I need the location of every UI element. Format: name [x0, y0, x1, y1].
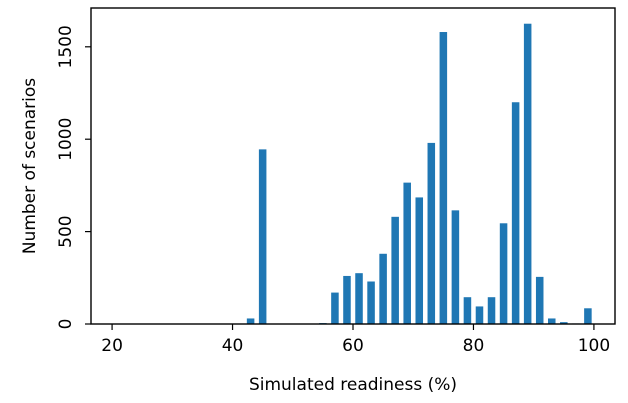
- bar: [343, 275, 351, 324]
- bar: [451, 210, 460, 324]
- x-axis-label: Simulated readiness (%): [249, 375, 457, 395]
- bar: [246, 318, 255, 324]
- bar: [523, 23, 532, 325]
- bar: [560, 322, 568, 324]
- bar: [547, 318, 556, 324]
- bar: [331, 292, 339, 324]
- x-axis-ticks: 20 40 60 80 100: [101, 324, 610, 356]
- bar: [499, 223, 508, 324]
- x-tick-label: 80: [463, 336, 485, 356]
- y-tick-label: 1500: [56, 25, 76, 68]
- x-tick-label: 40: [222, 336, 244, 356]
- bar: [439, 32, 448, 325]
- y-tick-label: 1000: [56, 118, 76, 161]
- x-tick-label: 20: [101, 336, 123, 356]
- bar: [463, 297, 472, 324]
- bar: [415, 197, 424, 324]
- y-tick-label: 500: [56, 215, 76, 247]
- x-tick-label: 100: [578, 336, 610, 356]
- bar: [367, 281, 375, 324]
- bar: [258, 149, 267, 324]
- bar: [355, 273, 363, 324]
- bar: [487, 297, 496, 324]
- y-axis-label: Number of scenarios: [20, 78, 40, 254]
- bar: [379, 253, 387, 324]
- y-axis-ticks: 0 500 1000 1500: [56, 25, 91, 329]
- x-tick-label: 60: [342, 336, 364, 356]
- y-tick-label: 0: [56, 319, 76, 330]
- bar: [511, 102, 520, 324]
- bar: [535, 276, 544, 324]
- plot-area-frame: [90, 7, 616, 325]
- bar: [391, 216, 399, 324]
- bar: [584, 308, 592, 324]
- bars-group: [246, 23, 592, 325]
- bar: [427, 142, 436, 324]
- bar: [475, 306, 484, 324]
- bar: [403, 182, 411, 324]
